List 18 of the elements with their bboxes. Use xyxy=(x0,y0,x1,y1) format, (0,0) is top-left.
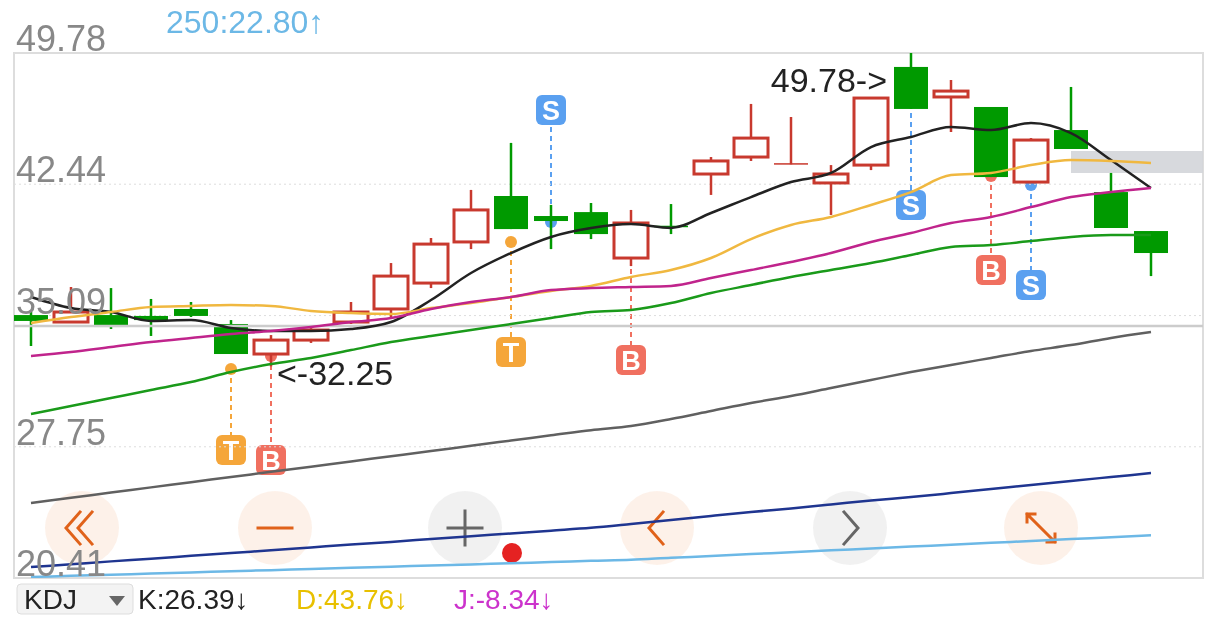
y-tick-label: 42.44 xyxy=(16,149,107,191)
y-tick-label: 27.75 xyxy=(16,411,107,453)
annotation: <-32.25 xyxy=(277,354,394,392)
annotation: T xyxy=(502,338,520,368)
annotation: S xyxy=(541,96,561,126)
text: KDJ xyxy=(24,584,77,615)
annotation: 49.78-> xyxy=(770,61,887,99)
annotation: B xyxy=(981,256,1001,286)
text: J:-8.34↓ xyxy=(454,584,554,615)
y-tick-label: 49.78 xyxy=(16,18,107,59)
annotation: B xyxy=(621,346,641,376)
text: D:43.76↓ xyxy=(296,584,409,615)
annotation: S xyxy=(901,191,921,221)
annotation: T xyxy=(222,436,240,466)
annotation: B xyxy=(261,446,281,476)
text: K:26.39↓ xyxy=(138,584,249,615)
annotation: S xyxy=(1021,271,1041,301)
chart-subtitle: 250:22.80↑ xyxy=(166,4,325,41)
